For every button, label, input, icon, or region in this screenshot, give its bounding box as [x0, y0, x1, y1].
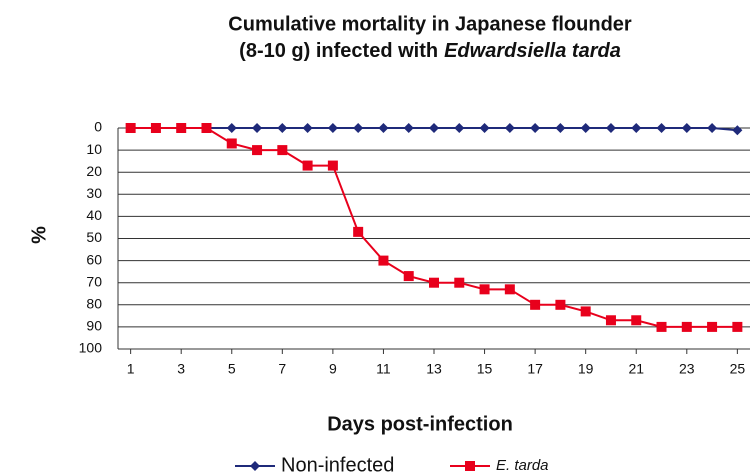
y-axis-label: % [28, 226, 50, 244]
data-point [530, 123, 541, 133]
x-tick-label: 13 [426, 361, 442, 377]
data-point [378, 123, 389, 133]
data-point [504, 123, 515, 133]
data-point [732, 125, 743, 136]
data-point [252, 145, 263, 156]
data-point [631, 123, 642, 133]
x-tick-label: 25 [730, 361, 746, 377]
data-point [378, 255, 389, 266]
x-tick-label: 7 [278, 361, 286, 377]
data-point [302, 160, 313, 171]
data-point [656, 321, 667, 332]
data-point [429, 123, 439, 133]
y-tick-label: 80 [86, 296, 102, 312]
x-tick-label: 17 [527, 361, 543, 377]
y-tick-label: 70 [86, 273, 102, 289]
data-point [176, 123, 187, 133]
data-point [555, 299, 566, 310]
x-tick-label: 9 [329, 361, 337, 377]
data-point [656, 123, 667, 133]
data-point [353, 226, 364, 237]
data-point [555, 123, 566, 133]
data-point [353, 123, 364, 133]
data-point [732, 321, 743, 332]
x-tick-label: 3 [177, 361, 185, 377]
legend-label: E. tarda [496, 457, 549, 474]
data-point [454, 123, 465, 133]
data-point [327, 160, 338, 171]
y-tick-label: 50 [86, 229, 102, 245]
data-point [631, 315, 642, 326]
data-point [580, 306, 591, 317]
chart-title: (8-10 g) infected with Edwardsiella tarda [239, 40, 621, 62]
data-point [605, 315, 616, 326]
data-point [252, 123, 263, 133]
data-point [429, 277, 439, 288]
x-axis-label: Days post-infection [327, 413, 513, 435]
data-point [454, 277, 465, 288]
data-point [150, 123, 161, 133]
data-point [479, 123, 490, 133]
chart-title-part: (8-10 g) infected with [239, 40, 438, 62]
data-point [125, 123, 136, 133]
y-tick-label: 60 [86, 251, 102, 267]
data-point [530, 299, 541, 310]
x-tick-label: 19 [578, 361, 594, 377]
x-tick-label: 23 [679, 361, 695, 377]
data-point [403, 123, 414, 133]
data-point [479, 284, 490, 295]
data-point [707, 321, 718, 332]
data-point [226, 138, 237, 149]
chart-title-part: Edwardsiella tarda [444, 40, 621, 62]
legend-marker [250, 461, 260, 471]
y-tick-label: 20 [86, 163, 102, 179]
x-tick-label: 11 [376, 361, 391, 377]
data-point [302, 123, 313, 133]
data-point [504, 284, 515, 295]
x-tick-label: 5 [228, 361, 236, 377]
x-tick-label: 1 [127, 361, 135, 377]
data-point [707, 123, 718, 133]
x-tick-label: 15 [477, 361, 493, 377]
y-tick-label: 30 [86, 185, 102, 201]
data-point [580, 123, 591, 133]
data-point [277, 145, 288, 156]
data-point [681, 321, 692, 332]
y-tick-label: 90 [86, 318, 102, 334]
legend-marker [465, 461, 475, 471]
data-point [681, 123, 692, 133]
data-point [327, 123, 338, 133]
y-tick-label: 100 [79, 340, 103, 356]
series-line [130, 127, 738, 328]
data-point [277, 123, 288, 133]
x-tick-label: 21 [628, 361, 644, 377]
y-tick-label: 0 [94, 119, 102, 135]
y-tick-label: 40 [86, 207, 102, 223]
data-point [226, 123, 237, 133]
chart-title: Cumulative mortality in Japanese flounde… [228, 13, 632, 35]
data-point [403, 271, 414, 282]
y-tick-label: 10 [86, 141, 102, 157]
data-point [605, 123, 616, 133]
legend-label: Non-infected [281, 454, 394, 476]
data-point [201, 123, 212, 133]
